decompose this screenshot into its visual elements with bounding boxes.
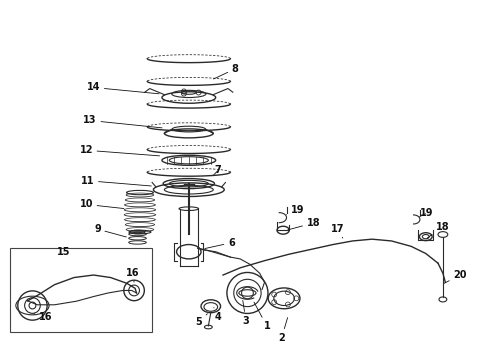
Text: 7: 7 (213, 165, 221, 175)
Text: 19: 19 (420, 208, 434, 218)
Text: 18: 18 (288, 218, 320, 230)
Text: 16: 16 (126, 268, 139, 282)
Text: 9: 9 (94, 224, 126, 237)
Text: 8: 8 (214, 64, 239, 79)
Text: 5: 5 (196, 314, 207, 327)
Text: 1: 1 (254, 302, 270, 331)
Text: 10: 10 (79, 199, 124, 210)
Text: 2: 2 (278, 318, 288, 343)
Text: 14: 14 (87, 82, 159, 94)
Text: 13: 13 (83, 116, 162, 128)
Text: 12: 12 (79, 145, 160, 156)
Text: 16: 16 (34, 312, 52, 321)
Text: 20: 20 (444, 270, 467, 283)
Text: 19: 19 (286, 206, 304, 216)
Text: 4: 4 (214, 307, 221, 322)
Text: 15: 15 (56, 247, 70, 257)
Text: 3: 3 (243, 301, 249, 325)
Text: 6: 6 (205, 238, 235, 248)
Bar (10, 248, 152, 332)
Text: 11: 11 (81, 176, 151, 186)
Text: 18: 18 (427, 222, 450, 238)
Text: 17: 17 (331, 225, 344, 238)
